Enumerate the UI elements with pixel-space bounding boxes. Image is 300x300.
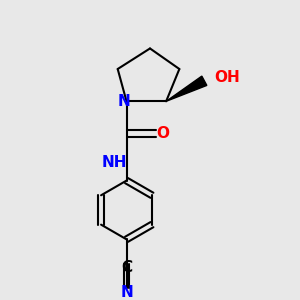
Text: C: C [121,260,132,275]
Text: OH: OH [214,70,240,85]
Text: N: N [117,94,130,109]
Text: O: O [157,126,170,141]
Text: NH: NH [102,155,128,170]
Polygon shape [166,76,207,101]
Text: N: N [120,285,133,300]
